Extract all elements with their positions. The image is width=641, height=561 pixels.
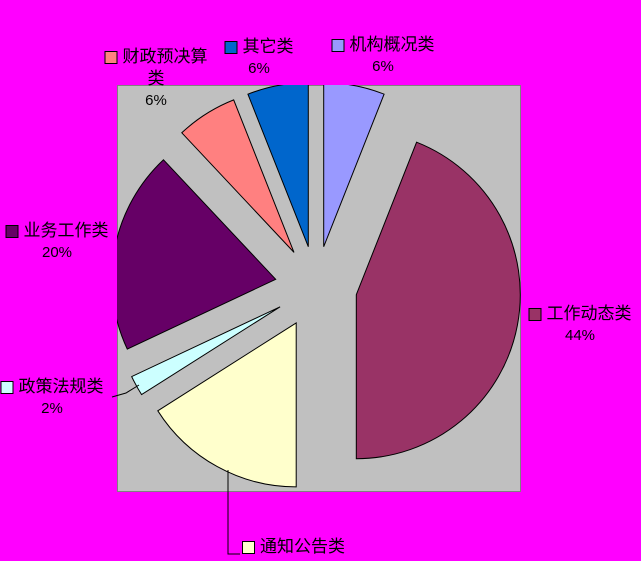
data-label-line: 财政预决算	[104, 46, 208, 68]
data-label-line: 通知公告类	[242, 536, 345, 558]
data-label-line: 工作动态类	[528, 303, 632, 325]
pie-slice-机构概况类[interactable]	[323, 83, 385, 247]
category-name: 工作动态类	[546, 304, 632, 323]
data-label-line: 机构概况类	[331, 34, 435, 56]
data-label-line: 业务工作类	[5, 220, 109, 242]
category-name: 通知公告类	[260, 537, 345, 556]
pie-slice-政策法规类[interactable]	[131, 306, 281, 396]
percent-value: 6%	[248, 60, 270, 77]
data-label-gongzuo-dongtai: 工作动态类 44%	[528, 303, 632, 347]
pie-slice-财政预决算类[interactable]	[181, 99, 295, 253]
pie-slice-其它类[interactable]	[247, 83, 309, 247]
data-label-jigou-gaikuang: 机构概况类 6%	[331, 34, 435, 78]
data-label-qita: 其它类 6%	[224, 36, 294, 80]
category-name: 业务工作类	[23, 221, 109, 240]
category-name: 政策法规类	[18, 377, 104, 396]
data-label-zhengce-fagui: 政策法规类 2%	[0, 376, 104, 420]
data-label-tongzhi-gonggao: 通知公告类	[242, 536, 345, 558]
category-name-wrap: 类	[147, 69, 165, 88]
legend-key-qita-icon	[224, 40, 238, 54]
legend-key-zhengce-icon	[0, 380, 14, 394]
legend-key-yewu-icon	[5, 224, 19, 238]
leader-line-zhengce	[111, 384, 140, 398]
percent-value: 20%	[41, 244, 73, 261]
pie-slice-业务工作类[interactable]	[112, 159, 277, 350]
legend-key-caizheng-icon	[104, 50, 118, 64]
legend-key-jigou-icon	[331, 38, 345, 52]
category-name: 财政预决算	[122, 47, 208, 66]
legend-key-gongzuo-icon	[528, 307, 542, 321]
data-label-caizheng-yujuesuan: 财政预决算 类 6%	[104, 46, 208, 112]
percent-value: 2%	[41, 400, 63, 417]
category-name: 机构概况类	[349, 35, 435, 54]
percent-value: 44%	[564, 327, 596, 344]
percent-value: 6%	[372, 58, 394, 75]
data-label-line: 政策法规类	[0, 376, 104, 398]
legend-key-tongzhi-icon	[242, 540, 255, 554]
category-name: 其它类	[242, 37, 294, 56]
data-label-yewu-gongzuo: 业务工作类 20%	[5, 220, 109, 264]
pie-slice-通知公告类[interactable]	[157, 321, 297, 488]
pie-slice-工作动态类[interactable]	[355, 141, 521, 460]
leader-line-tongzhi	[227, 470, 240, 555]
data-label-line: 其它类	[224, 36, 294, 58]
percent-value: 6%	[145, 92, 167, 109]
